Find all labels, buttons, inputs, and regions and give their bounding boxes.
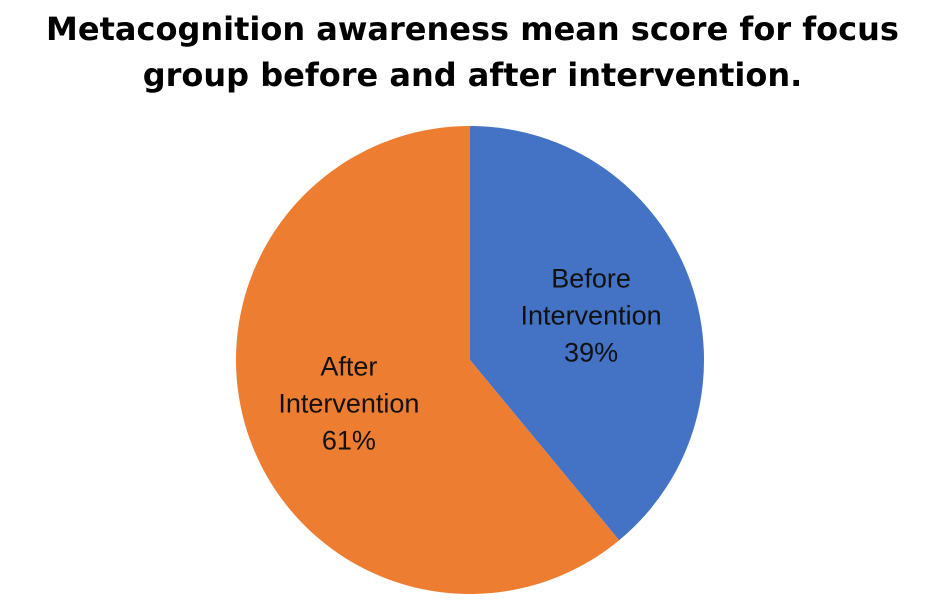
slice-label: After Intervention 61% bbox=[259, 348, 439, 459]
pie-slice bbox=[236, 126, 620, 594]
pie-slice bbox=[470, 126, 705, 541]
chart-title-box: Metacognition awareness mean score for f… bbox=[0, 6, 945, 98]
value-label: 61% bbox=[321, 425, 376, 456]
category-label: After Intervention bbox=[278, 351, 420, 419]
slice-label: Before Intervention 39% bbox=[501, 261, 681, 372]
category-label: Before Intervention bbox=[520, 263, 662, 331]
chart-title: Metacognition awareness mean score for f… bbox=[46, 10, 899, 94]
value-label: 39% bbox=[564, 337, 619, 368]
